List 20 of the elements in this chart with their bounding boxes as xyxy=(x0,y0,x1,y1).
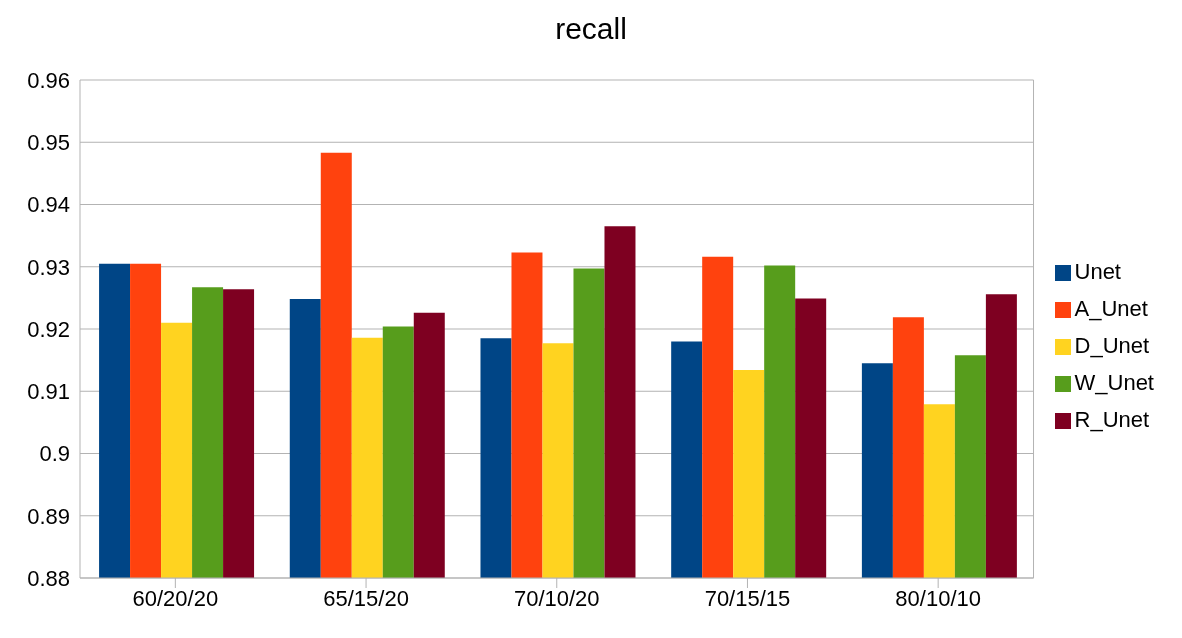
chart-title: recall xyxy=(554,11,628,47)
y-tick-label: 0.92 xyxy=(27,316,70,342)
x-tick-label: 80/10/10 xyxy=(895,585,981,611)
y-tick-label: 0.9 xyxy=(39,441,70,467)
x-tick-label: 70/10/20 xyxy=(513,585,600,611)
y-tick-label: 0.89 xyxy=(27,503,70,529)
legend-label: R_Unet xyxy=(1074,406,1150,432)
x-tick-label: 70/15/15 xyxy=(704,585,791,611)
legend-label: D_Unet xyxy=(1074,332,1150,358)
legend-label: W_Unet xyxy=(1074,369,1154,395)
legend-label: A_Unet xyxy=(1074,295,1148,321)
legend-label: Unet xyxy=(1074,258,1121,284)
y-tick-label: 0.96 xyxy=(27,67,70,93)
y-tick-label: 0.95 xyxy=(27,130,70,156)
y-tick-label: 0.94 xyxy=(27,192,70,218)
y-tick-label: 0.88 xyxy=(27,565,70,591)
y-tick-label: 0.93 xyxy=(27,254,70,280)
x-tick-label: 60/20/20 xyxy=(132,585,219,611)
x-tick-label: 65/15/20 xyxy=(323,585,409,611)
y-tick-label: 0.91 xyxy=(27,379,70,405)
